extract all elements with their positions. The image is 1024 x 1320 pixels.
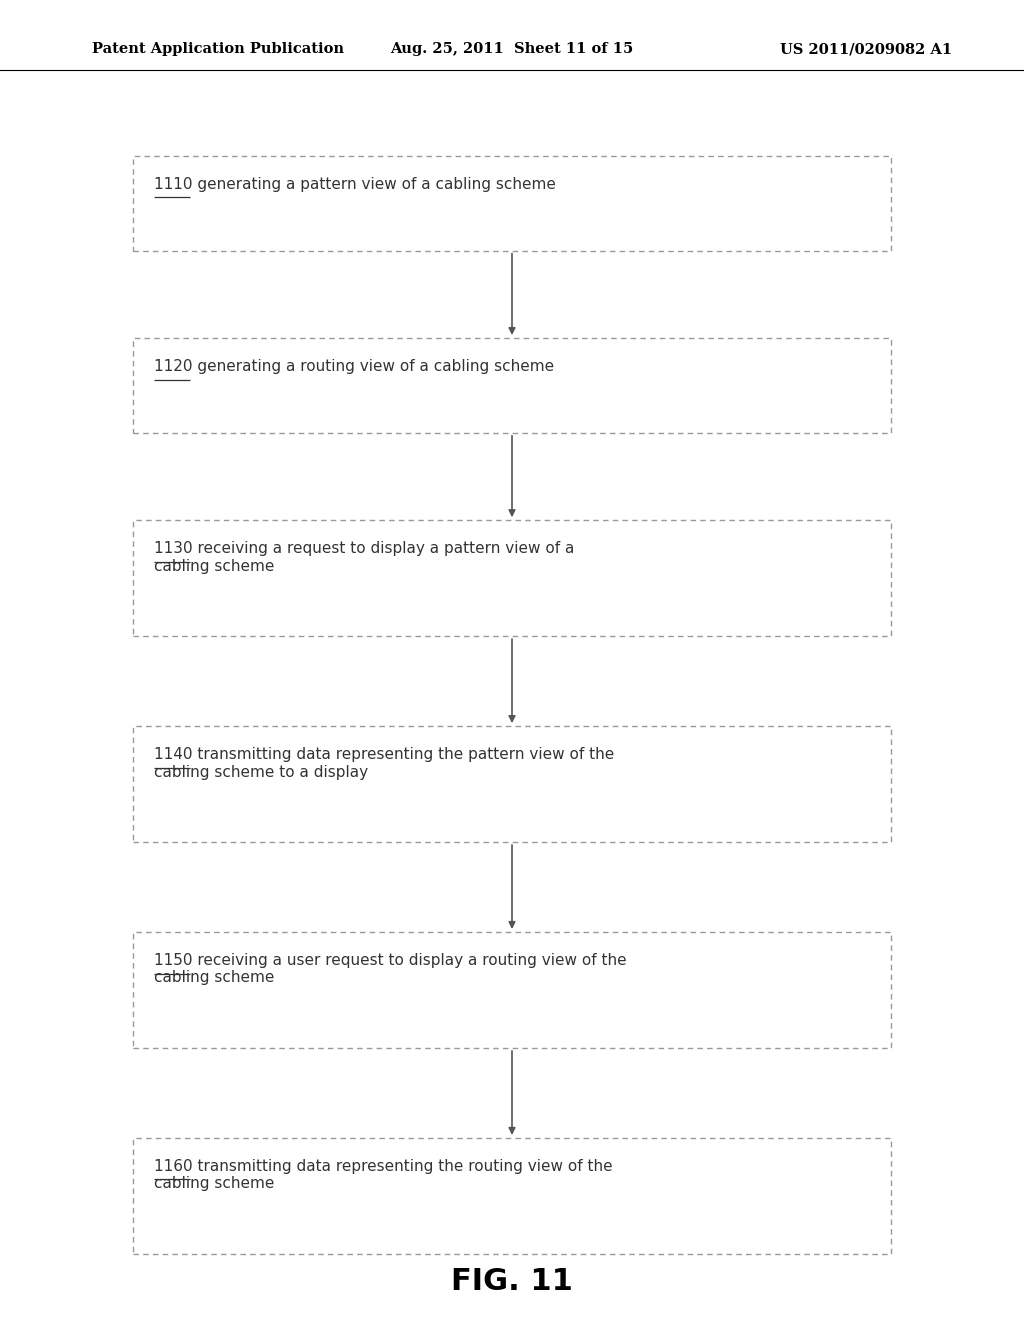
Text: 1130 receiving a request to display a pattern view of a
cabling scheme: 1130 receiving a request to display a pa… [154, 541, 574, 574]
Text: 1160 transmitting data representing the routing view of the
cabling scheme: 1160 transmitting data representing the … [154, 1159, 612, 1192]
Bar [133, 520, 891, 636]
Text: Patent Application Publication: Patent Application Publication [92, 42, 344, 57]
Text: 1140 transmitting data representing the pattern view of the
cabling scheme to a : 1140 transmitting data representing the … [154, 747, 613, 780]
Text: 1120 generating a routing view of a cabling scheme: 1120 generating a routing view of a cabl… [154, 359, 554, 374]
Text: 1150 receiving a user request to display a routing view of the
cabling scheme: 1150 receiving a user request to display… [154, 953, 627, 986]
Bar [133, 726, 891, 842]
Text: Aug. 25, 2011  Sheet 11 of 15: Aug. 25, 2011 Sheet 11 of 15 [390, 42, 634, 57]
Bar [133, 338, 891, 433]
Bar [133, 932, 891, 1048]
Bar [133, 1138, 891, 1254]
Text: FIG. 11: FIG. 11 [451, 1267, 573, 1296]
Text: 1110 generating a pattern view of a cabling scheme: 1110 generating a pattern view of a cabl… [154, 177, 555, 191]
Bar [133, 156, 891, 251]
Text: US 2011/0209082 A1: US 2011/0209082 A1 [780, 42, 952, 57]
